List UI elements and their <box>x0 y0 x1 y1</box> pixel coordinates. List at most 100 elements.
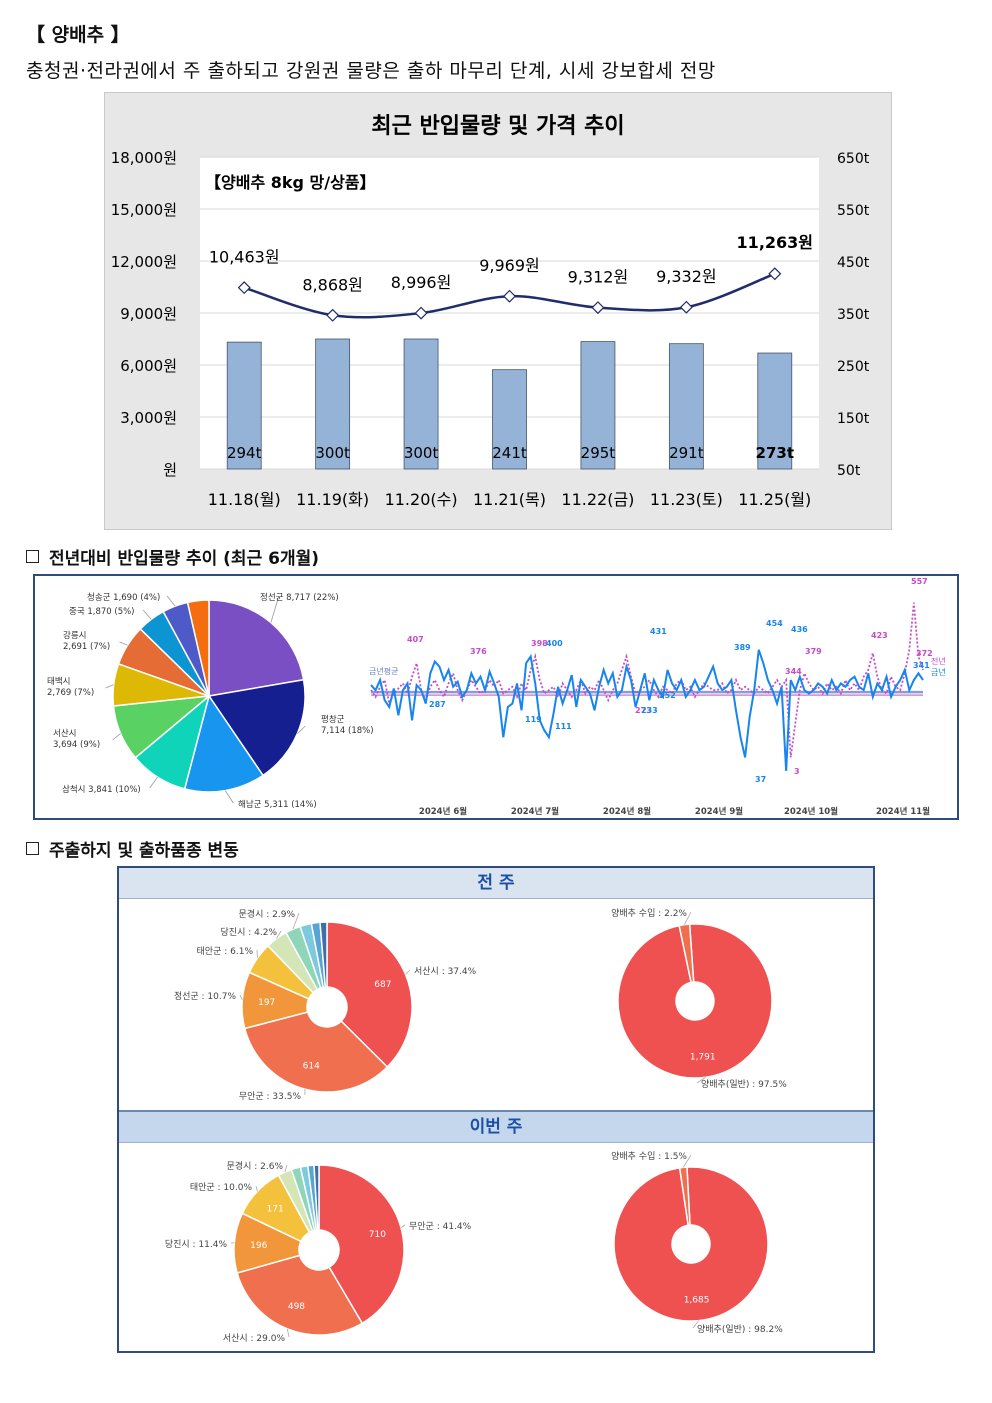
weekly-donuts: 687 614 197 서산시 : 37.4% 무안군 : 33.5% 정선군 : 10.… <box>165 907 787 1344</box>
series-line <box>370 649 924 771</box>
curr-variety-slice <box>613 1166 769 1322</box>
leader-line <box>405 969 411 975</box>
prev-origin-label: 무안군 : 33.5% <box>239 1091 302 1102</box>
section-subtitle: 충청권·전라권에서 주 출하되고 강원권 물량은 출하 마무리 단계, 시세 강… <box>26 60 716 82</box>
prev-origin-slice <box>326 921 413 1069</box>
price-marker <box>237 281 251 295</box>
pie-label: 해남군 5,311 (14%) <box>238 800 317 810</box>
peak-label: 287 <box>429 700 446 709</box>
x-tick: 11.20(수) <box>385 490 458 509</box>
peak-label: 341 <box>913 661 930 670</box>
peak-label: 233 <box>641 706 658 715</box>
prev-origin-label: 서산시 : 37.4% <box>414 966 477 977</box>
volume-bar <box>492 369 527 470</box>
pie-label: 2,691 (7%) <box>63 642 110 652</box>
price-label: 8,996원 <box>391 273 452 292</box>
price-marker <box>502 289 517 303</box>
leader-line <box>239 994 243 1001</box>
prev-origin-label: 정선군 : 10.7% <box>174 991 237 1002</box>
leader-line <box>400 1224 406 1228</box>
curr-origin-label: 서산시 : 29.0% <box>223 1333 286 1344</box>
leader-line <box>286 1328 290 1338</box>
volume-label: 300t <box>404 444 439 462</box>
prev-origin-slice <box>243 1011 389 1093</box>
x-tick: 11.23(토) <box>650 490 723 509</box>
peak-label: 407 <box>407 635 424 644</box>
peak-label: 37 <box>755 775 766 784</box>
pie-label: 중국 1,870 (5%) <box>69 607 135 617</box>
price-marker <box>768 267 782 281</box>
legend-right-prev: 전년 <box>931 656 946 666</box>
pie-label: 청송군 1,690 (4%) <box>87 593 160 603</box>
region-pie-slice <box>183 694 265 793</box>
leader-line <box>284 1164 288 1173</box>
leader-line <box>692 1320 700 1329</box>
legend-right-curr: 금년 <box>931 667 946 677</box>
legend-left: 금년평균 <box>369 666 398 676</box>
x-tick: 2024년 11월 <box>876 806 930 817</box>
prev-origin-slice <box>319 921 328 988</box>
curr-origin-slice <box>313 1164 320 1231</box>
origin-heading: 주출하지 및 출하품종 변동 <box>26 836 239 861</box>
pie-label: 평창군 <box>321 714 345 725</box>
yoy-heading: 전년대비 반입물량 추이 (최근 6개월) <box>26 544 319 569</box>
peak-label: 119 <box>525 715 542 724</box>
chart-inner-label: 【양배추 8kg 망/상품】 <box>205 173 376 192</box>
curr-week-header: 이번 주 <box>119 1110 873 1143</box>
y-right-tick: 650t <box>837 151 870 167</box>
x-tick: 2024년 6월 <box>419 806 467 817</box>
peak-label: 398 <box>531 639 548 648</box>
price-marker <box>591 301 605 315</box>
volume-label: 300t <box>315 444 350 462</box>
leader-line <box>276 930 282 939</box>
x-tick: 2024년 9월 <box>695 806 743 817</box>
curr-origin-label: 당진시 : 11.4% <box>165 1239 228 1250</box>
y-right-tick: 350t <box>837 307 870 323</box>
prev-variety-value: 1,791 <box>690 1052 716 1062</box>
volume-bar <box>757 352 793 470</box>
curr-origin-value: 710 <box>369 1230 386 1240</box>
peak-label: 389 <box>734 643 751 652</box>
yoy-panel: 정선군 8,717 (22%) 평창군 7,114 (18%) 해남군 5,311 (… <box>33 574 959 820</box>
x-tick: 2024년 10월 <box>784 806 838 817</box>
x-tick: 11.19(화) <box>296 490 369 509</box>
curr-origin-value: 498 <box>288 1302 305 1312</box>
y-right-tick: 450t <box>837 255 870 271</box>
peak-label: 557 <box>911 577 928 586</box>
y-left-tick: 6,000원 <box>120 357 177 375</box>
pie-leader-line <box>270 595 280 623</box>
leader-line <box>682 1154 692 1168</box>
pie-label: 3,694 (9%) <box>53 740 100 750</box>
y-right-tick: 550t <box>837 203 870 219</box>
weekly-panel: 전 주 이번 주 687 614 197 서산시 : 37.4% 무안군 : 33.5%… <box>117 866 875 1353</box>
pie-label: 강릉시 <box>63 630 86 641</box>
peak-label: 111 <box>555 722 572 731</box>
peak-label: 431 <box>650 627 667 636</box>
pie-leader-line <box>119 641 128 646</box>
price-marker <box>326 308 340 322</box>
y-right-tick: 150t <box>837 411 870 427</box>
volume-label: 295t <box>581 444 616 462</box>
price-volume-chart: 최근 반입물량 및 가격 추이 【양배추 8kg 망/상품】 원 3,000원 6,00… <box>111 114 870 509</box>
prev-origin-label: 문경시 : 2.9% <box>239 908 296 920</box>
region-pie-slice <box>186 599 210 697</box>
volume-bar <box>315 338 351 470</box>
leader-line <box>684 911 692 925</box>
leader-line <box>255 1185 258 1192</box>
peak-label: 273 <box>635 706 652 715</box>
x-tick: 2024년 8월 <box>603 806 651 817</box>
prev-origin-value: 614 <box>303 1061 320 1071</box>
pie-leader-line <box>112 733 121 741</box>
y-left-tick: 15,000원 <box>111 201 177 219</box>
prev-variety-label: 양배추(일반) : 97.5% <box>701 1079 787 1090</box>
x-tick: 11.25(월) <box>738 490 811 509</box>
curr-variety-label: 양배추(일반) : 98.2% <box>697 1324 783 1335</box>
prev-variety-slice <box>678 923 695 984</box>
peak-label: 454 <box>766 619 783 628</box>
pie-leader-line <box>142 609 152 620</box>
prev-origin-value: 687 <box>374 980 391 990</box>
pie-label: 서산시 <box>53 728 76 739</box>
pie-label: 2,769 (7%) <box>47 688 94 698</box>
volume-bar <box>580 341 616 470</box>
peak-label: 3 <box>794 767 800 776</box>
